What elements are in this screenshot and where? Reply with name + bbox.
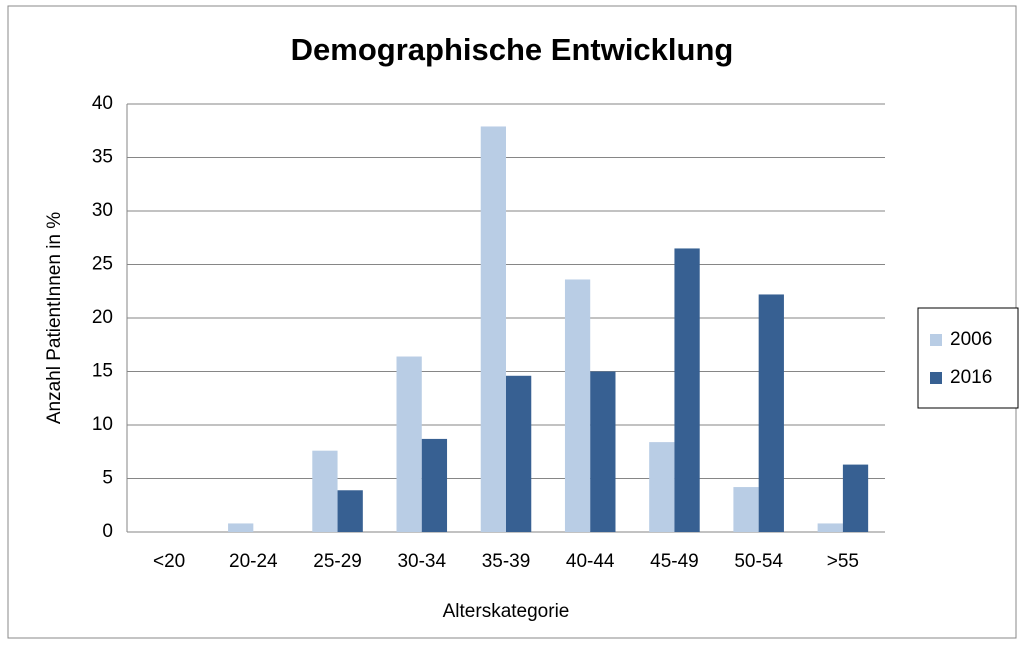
x-tick-label: 30-34 — [397, 551, 446, 572]
x-tick-label: >55 — [827, 551, 859, 572]
x-tick-label: 40-44 — [566, 551, 615, 572]
bar — [817, 523, 843, 532]
bar — [564, 279, 591, 532]
y-tick-label: 0 — [102, 521, 113, 542]
bar — [480, 126, 506, 532]
x-tick-label: 45-49 — [650, 551, 699, 572]
legend-swatch — [930, 372, 942, 384]
bar — [842, 464, 869, 532]
legend-swatch — [930, 334, 942, 346]
x-tick-label: 20-24 — [229, 551, 278, 572]
bar — [312, 450, 338, 532]
y-tick-label: 10 — [92, 414, 113, 435]
bar — [758, 294, 784, 532]
y-tick-label: 20 — [92, 307, 113, 328]
y-tick-label: 25 — [92, 254, 113, 275]
y-tick-label: 5 — [102, 468, 113, 489]
x-tick-label: 25-29 — [313, 551, 362, 572]
bar — [396, 356, 422, 532]
bar — [421, 438, 448, 532]
bar — [228, 523, 254, 532]
bar — [590, 371, 616, 532]
y-axis-label: Anzahl PatientInnen in % — [44, 212, 65, 424]
x-axis-label: Alterskategorie — [443, 601, 570, 622]
x-tick-label: 50-54 — [734, 551, 783, 572]
bar — [506, 375, 532, 532]
y-tick-label: 40 — [92, 93, 113, 114]
y-tick-label: 30 — [92, 200, 113, 221]
legend-label: 2016 — [950, 367, 992, 388]
chart-border — [7, 5, 1017, 639]
x-tick-label: <20 — [153, 551, 185, 572]
y-tick-label: 35 — [92, 147, 113, 168]
bar — [674, 248, 700, 532]
bar — [337, 490, 363, 532]
bar — [733, 487, 759, 532]
x-tick-label: 35-39 — [482, 551, 531, 572]
legend-label: 2006 — [950, 329, 992, 350]
legend-box — [917, 307, 1019, 409]
y-tick-label: 15 — [92, 361, 113, 382]
chart-title: Demographische Entwicklung — [291, 32, 734, 67]
bar — [649, 442, 675, 532]
